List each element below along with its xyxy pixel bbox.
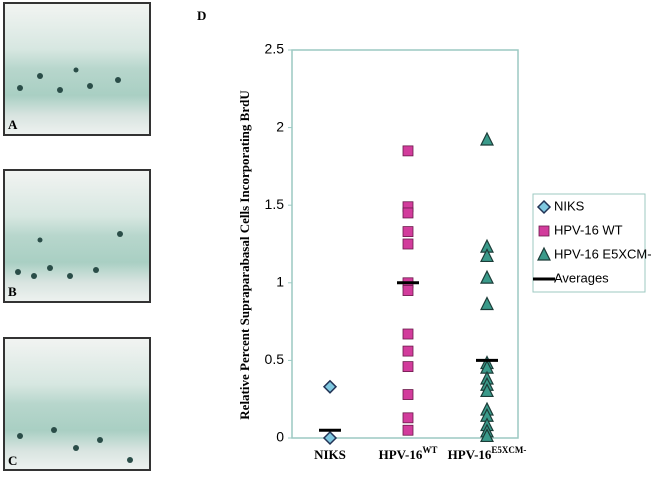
y-tick-label: 0.5 xyxy=(265,351,285,367)
y-tick-label: 1.5 xyxy=(265,196,285,212)
legend-label: HPV-16 WT xyxy=(554,222,623,237)
y-axis-label: Relative Percent Supraparabasal Cells In… xyxy=(237,90,252,420)
point xyxy=(480,248,494,263)
y-tick-label: 2 xyxy=(276,118,284,134)
micrograph-c xyxy=(3,337,151,471)
point xyxy=(480,269,494,284)
point xyxy=(480,131,494,146)
point xyxy=(402,238,414,250)
panel-label: D xyxy=(197,8,206,23)
point xyxy=(402,361,414,373)
legend-label: Averages xyxy=(554,270,609,285)
point xyxy=(480,383,494,398)
plot-frame xyxy=(291,49,519,439)
point xyxy=(402,145,414,157)
category-superscript: WT xyxy=(422,445,437,455)
x-tick-label: HPV-16E5XCM- xyxy=(448,445,527,462)
category: NIKS xyxy=(314,447,346,462)
legend-frame xyxy=(532,193,646,293)
point xyxy=(402,226,414,237)
y-tick-label: 1 xyxy=(276,274,284,290)
point xyxy=(402,207,414,219)
legend-label: NIKS xyxy=(554,198,585,213)
legend-marker xyxy=(537,246,551,261)
category-superscript: E5XCM- xyxy=(491,445,526,455)
point xyxy=(480,428,494,443)
y-tick-label: 2.5 xyxy=(265,41,285,57)
panel-label: C xyxy=(8,453,17,468)
point xyxy=(402,412,414,424)
micrograph-b xyxy=(3,169,151,303)
micrograph-a xyxy=(3,2,151,136)
point xyxy=(322,379,338,394)
y-tick-label: 0 xyxy=(276,429,284,445)
point xyxy=(402,285,414,296)
category: HPV-16 xyxy=(448,447,492,462)
point xyxy=(402,424,414,436)
panel-label: A xyxy=(8,117,18,132)
point xyxy=(402,328,414,340)
legend-marker xyxy=(536,199,552,215)
legend-marker xyxy=(538,225,550,237)
point xyxy=(480,296,494,311)
point xyxy=(402,345,414,357)
legend-label: HPV-16 E5XCM- xyxy=(554,246,652,261)
x-tick-label: HPV-16WT xyxy=(379,445,438,462)
category: HPV-16 xyxy=(379,447,423,462)
point xyxy=(402,389,414,400)
x-tick-label: NIKS xyxy=(314,447,346,462)
panel-label: B xyxy=(8,284,17,299)
point xyxy=(322,430,338,446)
